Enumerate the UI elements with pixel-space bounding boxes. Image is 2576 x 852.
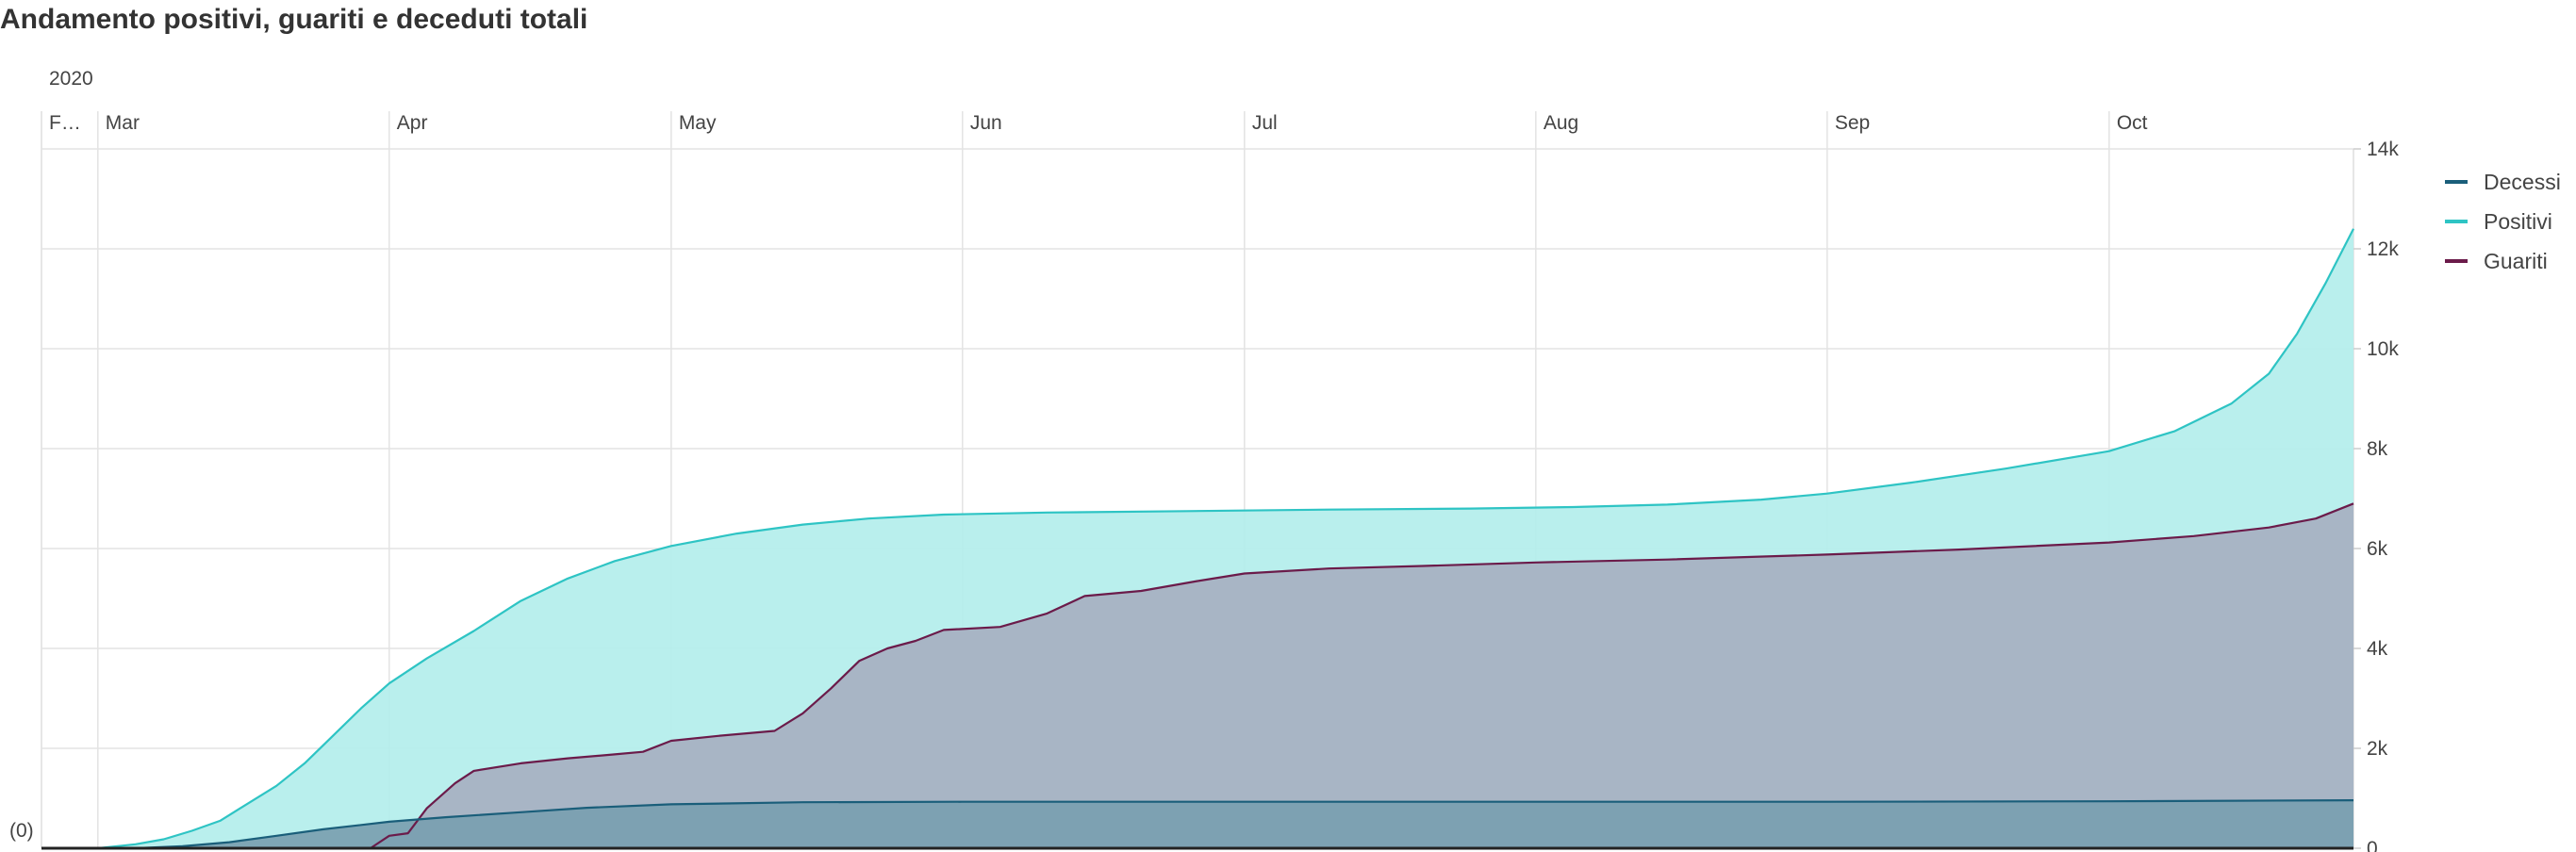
x-tick-label: Mar <box>106 112 140 134</box>
x-tick-label: Oct <box>2117 112 2148 134</box>
line-layer <box>41 228 2354 850</box>
y-tick-label: 4k <box>2367 638 2388 660</box>
x-tick-label: F… <box>49 112 81 134</box>
x-tick-label: Jul <box>1252 112 1278 134</box>
legend-label: Guariti <box>2484 249 2548 273</box>
x-tick-label: May <box>679 112 717 134</box>
series-area-decessi <box>41 800 2353 848</box>
x-tick-label: Apr <box>397 112 428 134</box>
series-line-guariti[interactable] <box>41 502 2354 850</box>
legend-item-positivi[interactable]: Positivi <box>2445 209 2552 234</box>
series-area-guariti <box>41 503 2353 848</box>
y-tick-label: 8k <box>2367 438 2388 460</box>
x-tick-label: Jun <box>970 112 1002 134</box>
y-tick-label: 6k <box>2367 538 2388 560</box>
legend: Decessi Positivi Guariti <box>2445 170 2561 273</box>
legend-item-decessi[interactable]: Decessi <box>2445 170 2561 194</box>
y-tick-label: 12k <box>2367 238 2399 260</box>
series-line-positivi[interactable] <box>41 228 2354 850</box>
series-line-decessi[interactable] <box>41 799 2354 850</box>
zero-label: (0) <box>9 820 34 842</box>
y-tick-label: 2k <box>2367 738 2388 760</box>
area-layer <box>41 228 2353 849</box>
legend-item-guariti[interactable]: Guariti <box>2445 249 2548 273</box>
x-tick-label: Aug <box>1544 112 1578 134</box>
chart-title: Andamento positivi, guariti e deceduti t… <box>0 4 588 35</box>
y-tick-label: 0 <box>2367 838 2378 852</box>
x-tick-label: Sep <box>1835 112 1870 134</box>
year-label: 2020 <box>49 68 93 90</box>
y-tick-label: 14k <box>2367 139 2399 160</box>
legend-label: Positivi <box>2484 209 2552 234</box>
axis-layer: 0 2k 4k 6k 8k 10k 12k 14k F… Mar Apr May Jun Jul Aug Se… <box>9 112 2399 852</box>
y-tick-label: 10k <box>2367 338 2399 360</box>
legend-label: Decessi <box>2484 170 2561 194</box>
